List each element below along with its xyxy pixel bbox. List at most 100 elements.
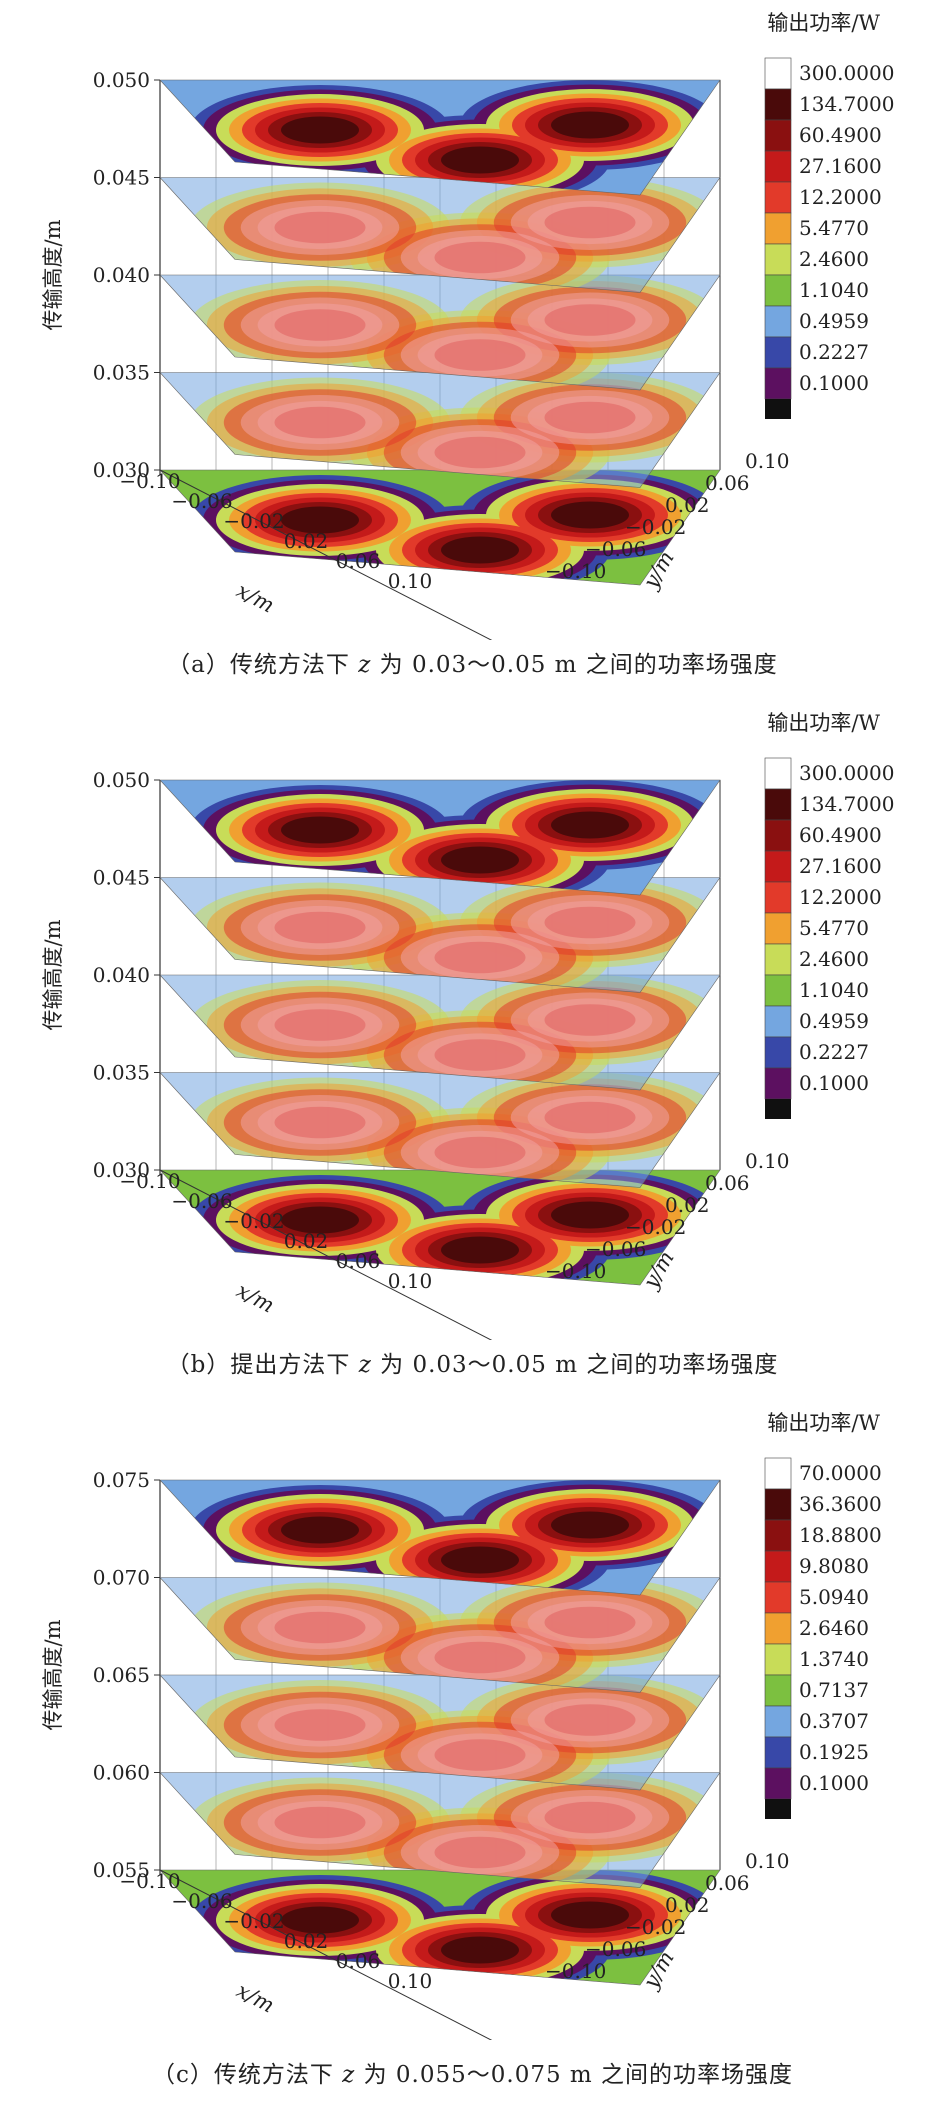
contour-band xyxy=(551,1511,629,1539)
legend-swatch xyxy=(764,788,792,821)
caption-b-suffix: 为 0.03～0.05 m 之间的功率场强度 xyxy=(371,1352,779,1378)
caption-a-var: z xyxy=(358,652,372,678)
contour-band xyxy=(551,1201,629,1229)
legend-label: 27.1600 xyxy=(799,154,882,178)
contour-band xyxy=(281,506,359,534)
z-tick-label: 0.035 xyxy=(93,361,150,385)
legend-swatch xyxy=(764,850,792,883)
contour-band xyxy=(434,1739,526,1771)
chart-panel-a: 0.050 0.045 0.040 0.035 0.030 传输高度/m −0.10 −0.0… xyxy=(0,0,945,700)
legend-label: 1.1040 xyxy=(799,978,869,1002)
z-axis-label: 传输高度/m xyxy=(41,919,65,1030)
legend-swatch xyxy=(764,943,792,976)
legend-label: 60.4900 xyxy=(799,123,882,147)
y-tick-label: −0.02 xyxy=(625,515,686,539)
contour-band xyxy=(441,1936,519,1964)
contour-band xyxy=(281,1516,359,1544)
contour-band xyxy=(441,146,519,174)
contour-band xyxy=(434,1039,526,1071)
legend-swatch xyxy=(764,912,792,945)
legend-label: 0.1925 xyxy=(799,1740,869,1764)
contour-band xyxy=(544,401,636,434)
contour-band xyxy=(441,846,519,874)
legend-title: 输出功率/W xyxy=(767,711,880,735)
slice-plane-3 xyxy=(159,877,721,993)
z-tick-label: 0.050 xyxy=(93,68,150,92)
y-tick-label: 0.02 xyxy=(665,493,710,517)
slice-plane-4 xyxy=(159,1479,721,1596)
contour-band xyxy=(434,241,526,274)
legend-label: 5.4770 xyxy=(799,216,869,240)
legend-swatch xyxy=(764,57,792,90)
z-tick-label: 0.030 xyxy=(93,458,150,482)
y-tick-label: 0.06 xyxy=(705,1871,750,1895)
caption-a: （a）传统方法下 z 为 0.03～0.05 m 之间的功率场强度 xyxy=(0,645,945,679)
z-tick-label: 0.060 xyxy=(93,1761,150,1785)
legend-label: 0.2227 xyxy=(799,340,869,364)
contour-band xyxy=(274,211,366,244)
legend-label: 70.0000 xyxy=(799,1461,882,1485)
x-tick-label: 0.10 xyxy=(388,1269,433,1293)
contour-band xyxy=(274,1106,366,1139)
legend-label: 300.0000 xyxy=(799,761,894,785)
contour-band xyxy=(544,1801,636,1834)
legend-swatch xyxy=(764,1005,792,1038)
y-tick-label: −0.06 xyxy=(585,1937,646,1961)
z-tick-label: 0.070 xyxy=(93,1566,150,1590)
x-tick-label: −0.06 xyxy=(171,1189,232,1213)
legend-swatch xyxy=(764,819,792,852)
x-tick-label: 0.06 xyxy=(336,1949,381,1973)
legend-label: 12.2000 xyxy=(799,185,882,209)
slice-plane-3 xyxy=(159,1577,721,1693)
z-tick-label: 0.035 xyxy=(93,1061,150,1085)
legend-label: 12.2000 xyxy=(799,885,882,909)
contour-band xyxy=(544,1606,636,1639)
contour-band xyxy=(551,111,629,139)
slice-plane-0 xyxy=(159,1869,721,1986)
legend-swatch xyxy=(764,181,792,214)
x-tick-label: −0.06 xyxy=(171,1889,232,1913)
contour-band xyxy=(551,1901,629,1929)
slice-plane-2 xyxy=(159,274,721,391)
contour-band xyxy=(281,116,359,144)
legend-label: 0.1000 xyxy=(799,1771,869,1795)
legend-swatch xyxy=(764,336,792,369)
chart-panel-b: 0.050 0.045 0.040 0.035 0.030 传输高度/m −0.10 −0.0… xyxy=(0,700,945,1400)
legend-label: 0.2227 xyxy=(799,1040,869,1064)
contour-band xyxy=(274,911,366,944)
legend-swatch xyxy=(764,1705,792,1738)
contour-band xyxy=(434,1136,526,1169)
legend-swatch xyxy=(764,1674,792,1707)
slice-plane-1 xyxy=(159,1072,721,1188)
contour-band xyxy=(281,816,359,844)
contour-band xyxy=(434,941,526,974)
x-tick-label: 0.06 xyxy=(336,549,381,573)
slice-outline xyxy=(159,79,721,196)
legend-label: 27.1600 xyxy=(799,854,882,878)
slice-plane-3 xyxy=(159,177,721,293)
legend-label: 5.4770 xyxy=(799,916,869,940)
caption-a-suffix: 为 0.03～0.05 m 之间的功率场强度 xyxy=(371,652,778,678)
z-tick-label: 0.045 xyxy=(93,166,150,190)
contour-band xyxy=(274,406,366,439)
legend-label: 1.3740 xyxy=(799,1647,869,1671)
contour-band xyxy=(274,1009,366,1041)
caption-c-var: z xyxy=(342,2062,356,2088)
legend-label: 9.8080 xyxy=(799,1554,869,1578)
legend-swatch xyxy=(764,1457,792,1490)
legend-label: 18.8800 xyxy=(799,1523,882,1547)
y-tick-label: −0.06 xyxy=(585,537,646,561)
x-tick-label: −0.06 xyxy=(171,489,232,513)
caption-b-var: z xyxy=(358,1352,372,1378)
contour-band xyxy=(434,339,526,371)
x-tick-label: 0.02 xyxy=(284,1229,329,1253)
x-tick-label: 0.02 xyxy=(284,1929,329,1953)
y-tick-label: 0.06 xyxy=(705,1171,750,1195)
legend-swatch xyxy=(764,367,792,400)
legend-label: 36.3600 xyxy=(799,1492,882,1516)
legend-label: 2.4600 xyxy=(799,947,869,971)
x-axis-label: x/m xyxy=(233,1278,279,1317)
legend-title: 输出功率/W xyxy=(767,1411,880,1435)
x-axis-line xyxy=(159,1169,493,1340)
legend-swatch xyxy=(764,1067,792,1100)
